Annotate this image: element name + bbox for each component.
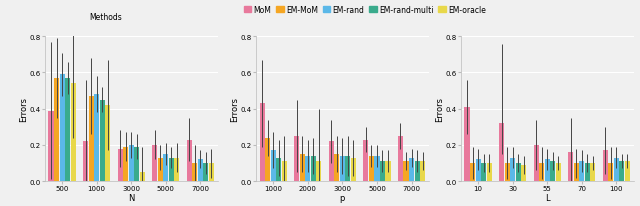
Bar (486, 163, 492, 181)
Bar (316, 162, 321, 181)
Bar (620, 162, 625, 181)
Bar (516, 163, 521, 181)
Bar (305, 156, 310, 181)
Bar (374, 156, 380, 181)
Bar (169, 158, 174, 181)
Bar (481, 163, 486, 181)
Bar (294, 136, 300, 181)
Bar (364, 140, 369, 181)
Bar (420, 162, 425, 181)
Bar (534, 145, 539, 181)
Bar (60, 75, 65, 181)
Text: Methods: Methods (89, 13, 122, 22)
Bar (568, 152, 573, 181)
Bar (398, 136, 403, 181)
Bar (329, 142, 334, 181)
Bar (521, 165, 526, 181)
X-axis label: p: p (340, 193, 345, 202)
Bar (499, 124, 504, 181)
Bar (470, 163, 475, 181)
Y-axis label: Errors: Errors (19, 97, 28, 122)
Bar (100, 100, 105, 181)
Bar (140, 172, 145, 181)
Bar (625, 162, 630, 181)
Bar (573, 163, 579, 181)
Bar (504, 163, 509, 181)
Bar (579, 162, 584, 181)
Bar (70, 84, 76, 181)
Bar (134, 147, 140, 181)
Bar (157, 158, 163, 181)
Bar (590, 163, 595, 181)
Bar (510, 158, 515, 181)
Bar (346, 156, 351, 181)
Bar (614, 158, 619, 181)
Bar (118, 149, 123, 181)
Bar (351, 158, 356, 181)
Bar (271, 151, 276, 181)
Bar (105, 105, 110, 181)
Bar (152, 145, 157, 181)
Bar (174, 158, 179, 181)
Bar (311, 156, 316, 181)
Bar (83, 142, 88, 181)
Bar (94, 95, 99, 181)
Bar (163, 154, 168, 181)
Bar (550, 162, 556, 181)
Bar (187, 140, 192, 181)
Bar (88, 97, 93, 181)
Bar (49, 111, 54, 181)
Bar (334, 154, 339, 181)
Bar (265, 138, 270, 181)
Bar (539, 163, 544, 181)
Bar (465, 107, 470, 181)
Bar (556, 163, 561, 181)
Bar (608, 163, 613, 181)
X-axis label: N: N (128, 193, 134, 202)
Bar (385, 162, 390, 181)
Bar (603, 151, 608, 181)
Bar (65, 78, 70, 181)
Bar (545, 160, 550, 181)
Bar (409, 158, 414, 181)
Bar (415, 162, 420, 181)
Y-axis label: Errors: Errors (435, 97, 444, 122)
Bar (192, 163, 197, 181)
Bar (340, 156, 345, 181)
Bar (123, 147, 128, 181)
Bar (276, 158, 282, 181)
Bar (129, 145, 134, 181)
Bar (198, 160, 203, 181)
Bar (54, 78, 59, 181)
Bar (585, 163, 590, 181)
Bar (380, 162, 385, 181)
Bar (204, 163, 209, 181)
Bar (476, 160, 481, 181)
X-axis label: L: L (545, 193, 550, 202)
Bar (260, 104, 265, 181)
Bar (403, 162, 408, 181)
Legend: MoM, EM-MoM, EM-rand, EM-rand-multi, EM-oracle: MoM, EM-MoM, EM-rand, EM-rand-multi, EM-… (244, 6, 486, 15)
Y-axis label: Errors: Errors (230, 97, 239, 122)
Bar (300, 154, 305, 181)
Bar (282, 162, 287, 181)
Bar (369, 156, 374, 181)
Bar (209, 163, 214, 181)
